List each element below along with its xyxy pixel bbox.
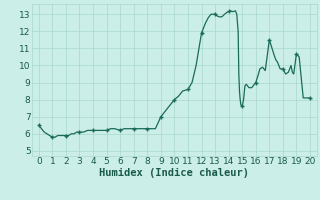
X-axis label: Humidex (Indice chaleur): Humidex (Indice chaleur) bbox=[100, 168, 249, 178]
